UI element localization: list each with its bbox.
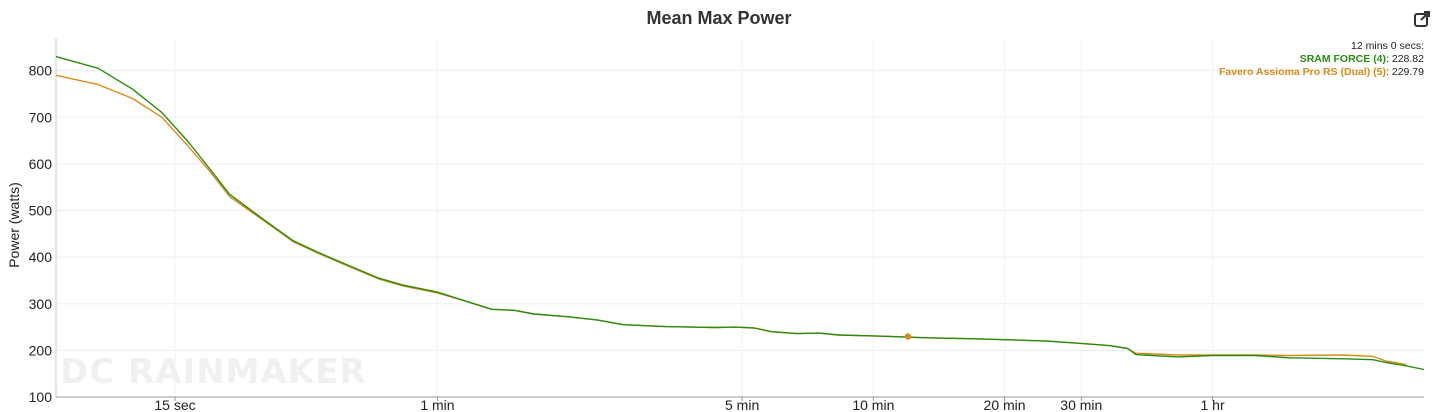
y-tick-label: 500 xyxy=(29,203,53,219)
external-link-icon[interactable] xyxy=(1412,9,1432,29)
tooltip-series-name: Favero Assioma Pro RS (Dual) (5) xyxy=(1218,66,1387,78)
y-tick-label: 600 xyxy=(29,156,53,172)
x-tick-label: 30 min xyxy=(1060,397,1102,412)
x-axis: 15 sec 1 min 5 min 10 min 20 min 30 min 1 hr xyxy=(154,397,1225,412)
tooltip-series-value: 229.79 xyxy=(1391,66,1424,78)
series-lines xyxy=(55,55,1425,371)
tooltip-row-sram: SRAM FORCE (4): 228.82 xyxy=(1299,53,1424,65)
y-tick-label: 800 xyxy=(29,63,53,79)
grid xyxy=(55,38,1424,398)
tooltip: 12 mins 0 secs: SRAM FORCE (4): 228.82 F… xyxy=(1219,40,1424,79)
watermark: DC RAINMAKER xyxy=(60,352,367,392)
tooltip-series-name: SRAM FORCE (4) xyxy=(1299,53,1387,65)
series-line xyxy=(55,74,1407,366)
x-tick-label: 20 min xyxy=(984,397,1026,412)
tooltip-header: 12 mins 0 secs: xyxy=(1351,40,1424,52)
hover-point xyxy=(904,333,912,340)
y-tick-label: 200 xyxy=(29,342,53,358)
series-line xyxy=(55,55,1425,371)
chart-title: Mean Max Power xyxy=(646,8,792,28)
x-tick-label: 5 min xyxy=(725,397,759,412)
y-axis: 100 200 300 400 500 600 700 800 xyxy=(29,63,53,405)
y-tick-label: 100 xyxy=(29,389,53,405)
tooltip-series-value: 228.82 xyxy=(1391,53,1424,65)
tooltip-row-favero: Favero Assioma Pro RS (Dual) (5): 229.79 xyxy=(1218,66,1424,78)
x-tick-label: 15 sec xyxy=(154,397,195,412)
y-tick-label: 300 xyxy=(29,296,53,312)
y-tick-label: 400 xyxy=(29,249,53,265)
x-tick-label: 1 min xyxy=(420,397,454,412)
x-tick-label: 10 min xyxy=(852,397,894,412)
x-tick-label: 1 hr xyxy=(1200,397,1224,412)
y-tick-label: 700 xyxy=(29,109,53,125)
hover-markers xyxy=(904,333,912,340)
